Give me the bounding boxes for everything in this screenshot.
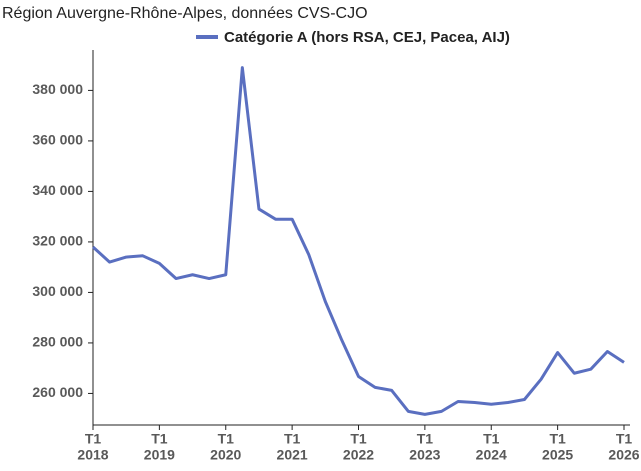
x-tick-label: T1 (616, 431, 633, 447)
legend-label: Catégorie A (hors RSA, CEJ, Pacea, AIJ) (224, 29, 510, 46)
x-tick-year: 2020 (210, 447, 241, 463)
x-tick-year: 2018 (77, 447, 108, 463)
x-tick-year: 2022 (343, 447, 374, 463)
y-tick-label: 360 000 (32, 132, 83, 148)
x-tick-label: T1 (350, 431, 367, 447)
y-tick-label: 260 000 (32, 384, 83, 400)
chart-title: Région Auvergne-Rhône-Alpes, données CVS… (2, 5, 368, 22)
x-tick-label: T1 (284, 431, 301, 447)
y-tick-label: 280 000 (32, 334, 83, 350)
x-tick-label: T1 (417, 431, 434, 447)
x-tick-year: 2021 (277, 447, 308, 463)
x-tick-label: T1 (85, 431, 102, 447)
y-tick-label: 320 000 (32, 233, 83, 249)
x-tick-year: 2023 (409, 447, 440, 463)
x-tick-label: T1 (549, 431, 566, 447)
x-tick-label: T1 (218, 431, 235, 447)
y-tick-label: 340 000 (32, 182, 83, 198)
series-line (91, 66, 625, 416)
x-tick-label: T1 (151, 431, 168, 447)
x-tick-label: T1 (483, 431, 500, 447)
x-tick-year: 2019 (144, 447, 175, 463)
x-tick-year: 2025 (542, 447, 573, 463)
x-tick-year: 2024 (476, 447, 507, 463)
y-tick-label: 380 000 (32, 81, 83, 97)
y-tick-label: 300 000 (32, 283, 83, 299)
x-tick-year: 2026 (608, 447, 639, 463)
